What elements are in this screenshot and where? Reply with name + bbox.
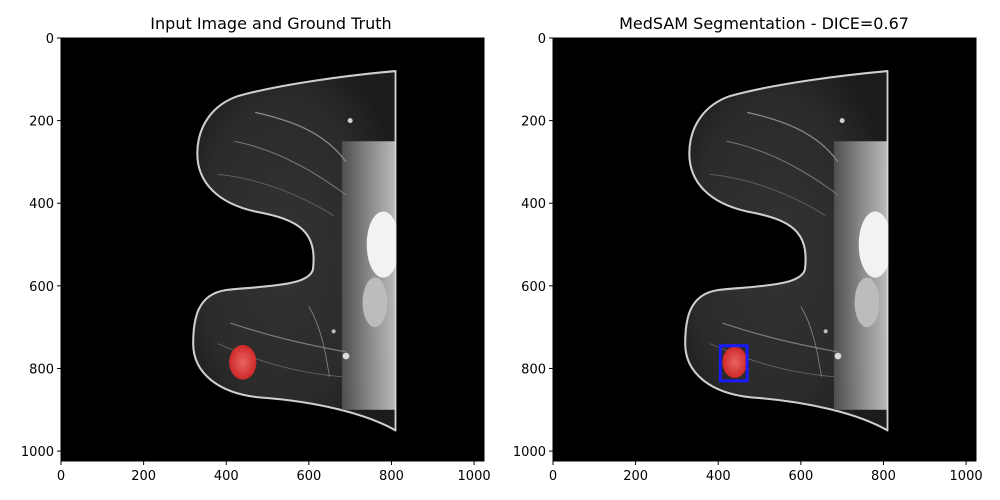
y-tick-label: 600 xyxy=(521,280,546,295)
x-tick-label: 1000 xyxy=(950,469,983,484)
x-tick-label: 600 xyxy=(296,469,321,484)
ground-truth-mask xyxy=(229,344,257,380)
panel-medsam: MedSAM Segmentation - DICE=0.67 0 200 400 6… xyxy=(513,14,983,484)
y-tick-label: 200 xyxy=(29,115,54,130)
axes-frame xyxy=(60,37,485,462)
x-axis: 0 200 400 600 800 1000 xyxy=(57,461,491,484)
axes-frame xyxy=(552,37,977,462)
x-tick-label: 800 xyxy=(379,469,404,484)
bounding-box xyxy=(718,344,749,383)
y-tick-label: 800 xyxy=(29,362,54,377)
x-tick-label: 600 xyxy=(788,469,813,484)
x-tick-label: 0 xyxy=(549,469,557,484)
y-tick-label: 800 xyxy=(521,362,546,377)
x-tick-label: 200 xyxy=(131,469,156,484)
x-tick-label: 1000 xyxy=(458,469,491,484)
panel-ground-truth: Input Image and Ground Truth 0 200 400 600 8… xyxy=(21,14,491,484)
x-tick-label: 200 xyxy=(623,469,648,484)
panel-title: MedSAM Segmentation - DICE=0.67 xyxy=(619,14,909,33)
x-tick-label: 800 xyxy=(871,469,896,484)
y-tick-label: 1000 xyxy=(21,445,54,460)
y-tick-label: 0 xyxy=(46,32,54,47)
x-tick-label: 400 xyxy=(214,469,239,484)
y-tick-label: 0 xyxy=(538,32,546,47)
x-tick-label: 0 xyxy=(57,469,65,484)
y-tick-label: 400 xyxy=(29,197,54,212)
panel-title: Input Image and Ground Truth xyxy=(150,14,391,33)
segmentation-mask xyxy=(722,346,748,378)
x-axis: 0 200 400 600 800 1000 xyxy=(549,461,983,484)
mri-image xyxy=(553,38,976,461)
mri-image xyxy=(61,38,484,461)
y-axis: 0 200 400 600 800 1000 xyxy=(513,32,553,460)
y-tick-label: 400 xyxy=(521,197,546,212)
x-tick-label: 400 xyxy=(706,469,731,484)
y-axis: 0 200 400 600 800 1000 xyxy=(21,32,61,460)
y-tick-label: 200 xyxy=(521,115,546,130)
y-tick-label: 1000 xyxy=(513,445,546,460)
y-tick-label: 600 xyxy=(29,280,54,295)
